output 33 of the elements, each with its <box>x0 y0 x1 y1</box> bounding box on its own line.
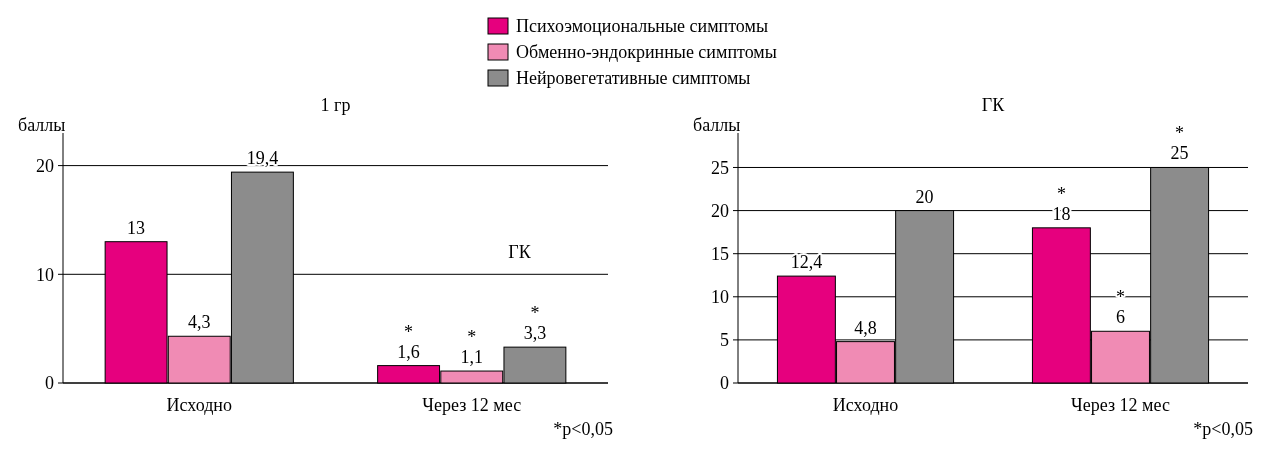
y-tick-label: 20 <box>711 200 729 221</box>
y-tick-label: 20 <box>36 155 54 176</box>
annotation: ГК <box>508 242 532 262</box>
text: *p<0,05 <box>1193 419 1253 439</box>
data-label: 20 <box>915 186 934 207</box>
y-axis-title: баллы <box>18 115 66 135</box>
x-tick-label: Исходно <box>832 395 899 415</box>
data-label: 19,4 <box>246 148 279 169</box>
y-tick-label: 10 <box>36 264 54 285</box>
data-label: * 1,6 <box>397 321 420 362</box>
data-label: * 25 <box>1170 123 1189 164</box>
chart-title: ГК <box>981 95 1006 115</box>
y-tick-label: 25 <box>711 157 729 178</box>
data-label: 4,8 <box>854 317 877 338</box>
x-tick-label: Исходно <box>166 395 232 415</box>
data-label: * 3,3 <box>523 303 547 344</box>
legend-label: Обменно-эндокринные симптомы <box>516 42 777 63</box>
y-tick-label: 0 <box>45 373 54 394</box>
data-label: * 1,1 <box>460 327 483 368</box>
x-tick-label: Через 12 мес <box>422 395 522 415</box>
y-tick-label: 0 <box>720 373 729 394</box>
x-tick-label: Через 12 мес <box>1071 395 1170 415</box>
y-tick-label: 15 <box>711 243 729 264</box>
y-axis-title: баллы <box>693 115 741 135</box>
text: *p<0,05 <box>553 419 613 439</box>
y-tick-label: 5 <box>720 330 729 351</box>
legend-label: Психоэмоциональные симптомы <box>516 16 768 37</box>
data-label: 4,3 <box>188 312 211 333</box>
legend-label: Нейровегетативные симптомы <box>516 68 751 89</box>
chart-title: 1 гр <box>320 95 351 115</box>
y-tick-label: 10 <box>711 287 729 308</box>
data-label: 12,4 <box>790 252 823 273</box>
data-label: 13 <box>127 217 146 238</box>
